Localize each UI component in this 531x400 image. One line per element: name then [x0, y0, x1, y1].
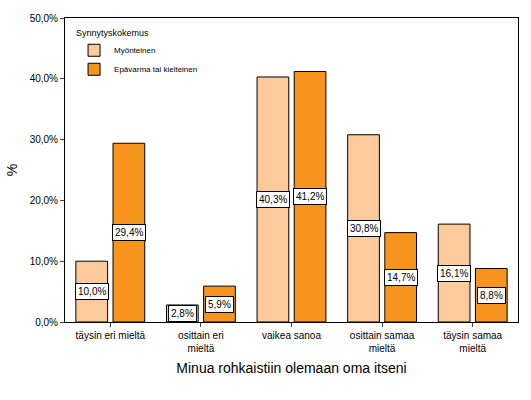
svg-text:29,4%: 29,4% [115, 227, 143, 238]
svg-text:0,0%: 0,0% [35, 317, 58, 328]
svg-text:10,0%: 10,0% [78, 286, 106, 297]
svg-text:14,7%: 14,7% [387, 272, 415, 283]
svg-text:Myönteinen: Myönteinen [114, 46, 155, 55]
svg-text:40,0%: 40,0% [30, 73, 58, 84]
svg-text:30,0%: 30,0% [30, 134, 58, 145]
svg-text:osittain erimieltä: osittain erimieltä [178, 330, 224, 354]
svg-text:%: % [4, 164, 20, 176]
svg-text:täysin samaamieltä: täysin samaamieltä [443, 330, 502, 354]
svg-text:2,8%: 2,8% [171, 308, 194, 319]
svg-text:vaikea sanoa: vaikea sanoa [262, 330, 321, 341]
svg-text:Synnytyskokemus: Synnytyskokemus [76, 28, 149, 38]
svg-text:Epävarma tai kielteinen: Epävarma tai kielteinen [114, 65, 197, 74]
svg-text:40,3%: 40,3% [259, 194, 287, 205]
svg-text:10,0%: 10,0% [30, 256, 58, 267]
svg-text:Minua rohkaistiin olemaan oma: Minua rohkaistiin olemaan oma itseni [176, 360, 406, 376]
svg-text:8,8%: 8,8% [480, 290, 503, 301]
svg-text:16,1%: 16,1% [440, 268, 468, 279]
svg-text:osittain samaamieltä: osittain samaamieltä [350, 330, 415, 354]
svg-text:täysin eri mieltä: täysin eri mieltä [76, 330, 146, 341]
svg-text:50,0%: 50,0% [30, 13, 58, 24]
svg-text:5,9%: 5,9% [208, 299, 231, 310]
svg-text:20,0%: 20,0% [30, 195, 58, 206]
svg-text:41,2%: 41,2% [296, 191, 324, 202]
svg-text:30,8%: 30,8% [350, 223, 378, 234]
